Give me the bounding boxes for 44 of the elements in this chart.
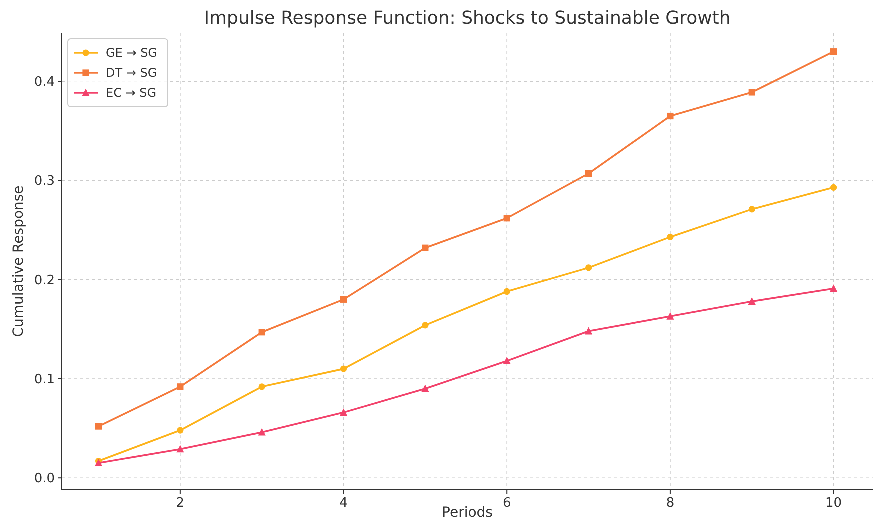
legend-label: DT → SG	[106, 66, 158, 80]
point	[258, 384, 266, 390]
point	[830, 184, 838, 191]
point	[666, 312, 674, 320]
point	[585, 264, 592, 272]
x-tick-label: 4	[340, 496, 348, 511]
x-tick-label: 6	[502, 496, 512, 511]
x-axis-title: Periods	[442, 505, 493, 521]
point	[340, 296, 348, 303]
point	[422, 244, 429, 252]
point	[748, 298, 756, 305]
y-tick-label: 0.1	[34, 372, 55, 388]
point	[667, 112, 674, 120]
point	[258, 428, 266, 436]
point	[340, 366, 348, 372]
point	[340, 408, 348, 416]
point	[748, 89, 756, 96]
point	[258, 329, 266, 336]
point	[422, 322, 429, 329]
x-tick-label: 2	[176, 496, 185, 511]
point	[504, 288, 510, 296]
point	[176, 445, 184, 453]
point	[585, 170, 592, 178]
point	[504, 215, 510, 222]
point	[177, 427, 184, 434]
point	[95, 423, 102, 430]
point	[830, 48, 838, 56]
y-tick-label: 0.4	[34, 75, 55, 90]
point	[422, 384, 430, 392]
point	[830, 284, 838, 292]
point	[177, 384, 184, 390]
y-tick-label: 0.0	[34, 472, 55, 487]
y-tick-label: 0.3	[34, 174, 55, 190]
point	[667, 234, 674, 241]
x-tick-label: 10	[826, 496, 842, 511]
point	[584, 327, 593, 335]
chart-title: Impulse Response Function: Shocks to Sustainable Growth	[204, 8, 731, 29]
legend-label: GE → SG	[106, 46, 158, 60]
y-axis-title: Cumulative Response	[11, 186, 27, 338]
point	[503, 357, 511, 364]
x-tick-label: 8	[666, 496, 675, 511]
legend-label: EC → SG	[106, 86, 157, 100]
y-tick-label: 0.2	[34, 273, 55, 288]
point	[748, 206, 756, 213]
